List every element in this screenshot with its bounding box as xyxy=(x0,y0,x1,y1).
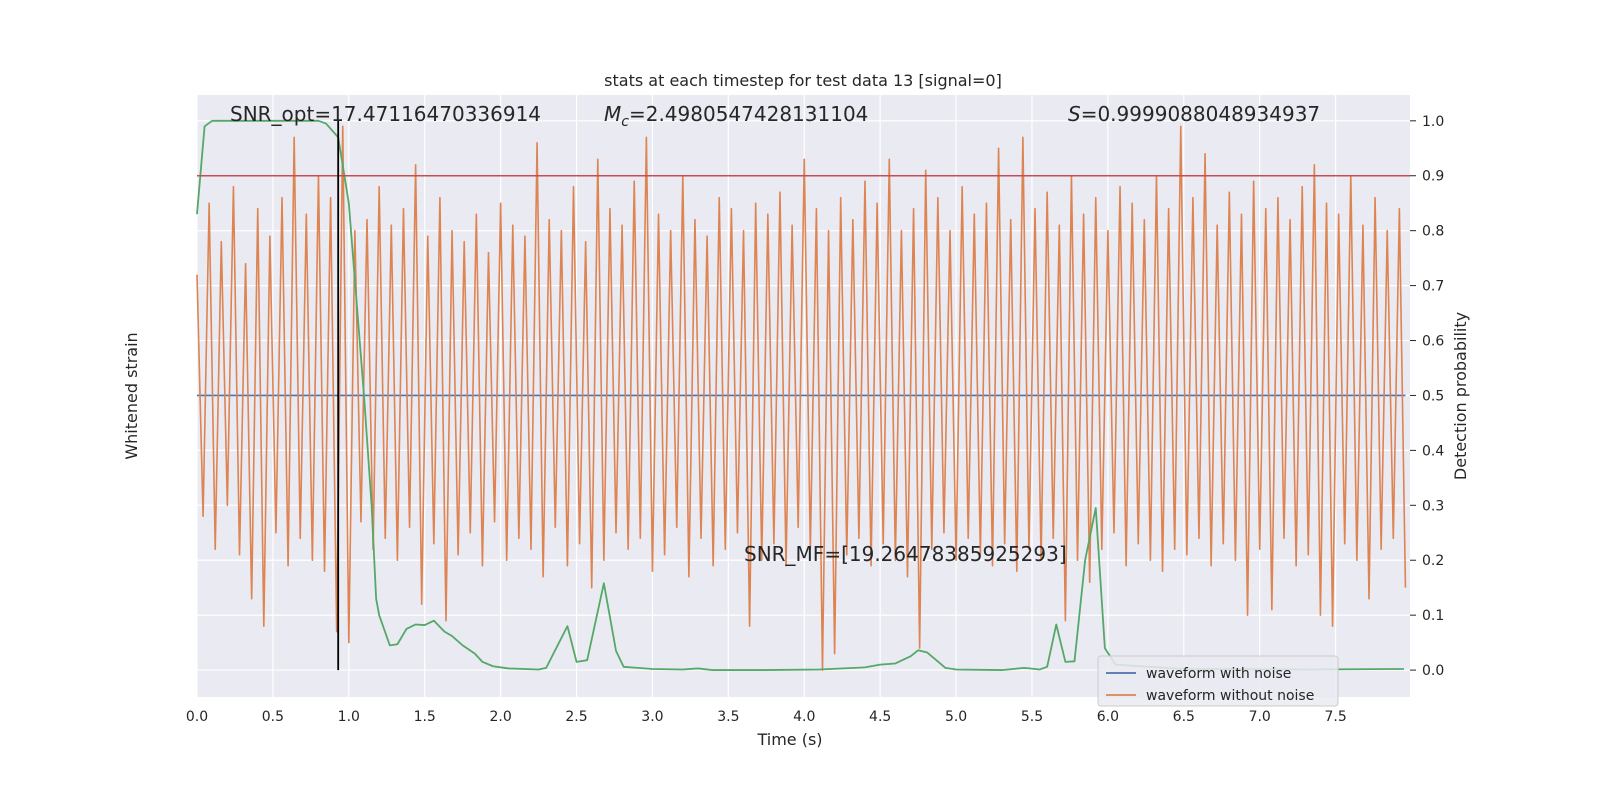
legend: waveform with noise waveform without nois… xyxy=(1097,655,1339,707)
x-axis-label: Time (s) xyxy=(756,730,822,749)
legend-label: waveform with noise xyxy=(1146,666,1291,682)
x-tick-label: 1.0 xyxy=(338,709,360,725)
annotation: S=0.9999088048934937 xyxy=(1068,102,1320,126)
x-tick-label: 1.5 xyxy=(414,709,436,725)
y2-tick-label: 1.0 xyxy=(1422,114,1444,130)
annotation-symbol: M xyxy=(604,102,621,126)
y2-tick-label: 0.2 xyxy=(1422,553,1444,569)
y2-tick-label: 0.5 xyxy=(1422,388,1444,404)
x-tick-label: 4.0 xyxy=(793,709,815,725)
annotation: SNR_MF=[19.26478385925293] xyxy=(744,542,1067,566)
y2-tick-label: 0.8 xyxy=(1422,224,1444,240)
series-line xyxy=(196,125,1407,671)
y2-tick-label: 0.9 xyxy=(1422,169,1444,185)
annotation-subscript: c xyxy=(621,114,629,130)
y2-tick-label: 0.7 xyxy=(1422,279,1444,295)
x-tick-label: 0.5 xyxy=(262,709,284,725)
annotation: Mc=2.4980547428131104 xyxy=(604,102,868,130)
annotation-text: =0.9999088048934937 xyxy=(1081,102,1320,126)
chart-title: stats at each timestep for test data 13 … xyxy=(604,71,1002,90)
y-axis-label: Whitened strain xyxy=(122,332,141,459)
x-tick-label: 2.5 xyxy=(565,709,587,725)
x-tick-label: 5.0 xyxy=(945,709,967,725)
y2-axis-label: Detection probability xyxy=(1451,312,1470,480)
marks xyxy=(196,119,1410,671)
x-tick-label: 3.0 xyxy=(641,709,663,725)
x-tick-label: 6.0 xyxy=(1097,709,1119,725)
x-tick-label: 5.5 xyxy=(1021,709,1043,725)
y2-tick-label: 0.6 xyxy=(1422,334,1444,350)
annotation: SNR_opt=17.47116470336914 xyxy=(230,102,541,126)
y2-tick-label: 0.1 xyxy=(1422,608,1444,624)
x-tick-label: 6.5 xyxy=(1173,709,1195,725)
x-tick-label: 0.0 xyxy=(186,709,208,725)
x-tick-label: 3.5 xyxy=(717,709,739,725)
y2-tick-label: 0.0 xyxy=(1422,663,1444,679)
x-tick-label: 7.0 xyxy=(1249,709,1271,725)
annotation-text: =2.4980547428131104 xyxy=(629,102,868,126)
legend-label: waveform without noise xyxy=(1146,688,1314,704)
x-tick-label: 2.0 xyxy=(489,709,511,725)
legend-box xyxy=(1097,655,1339,707)
y2-tick-label: 0.4 xyxy=(1422,443,1444,459)
x-tick-label: 4.5 xyxy=(869,709,891,725)
x-tick-label: 7.5 xyxy=(1324,709,1346,725)
series-line xyxy=(196,119,1404,671)
y2-tick-label: 0.3 xyxy=(1422,498,1444,514)
annotation-symbol: S xyxy=(1068,102,1081,126)
